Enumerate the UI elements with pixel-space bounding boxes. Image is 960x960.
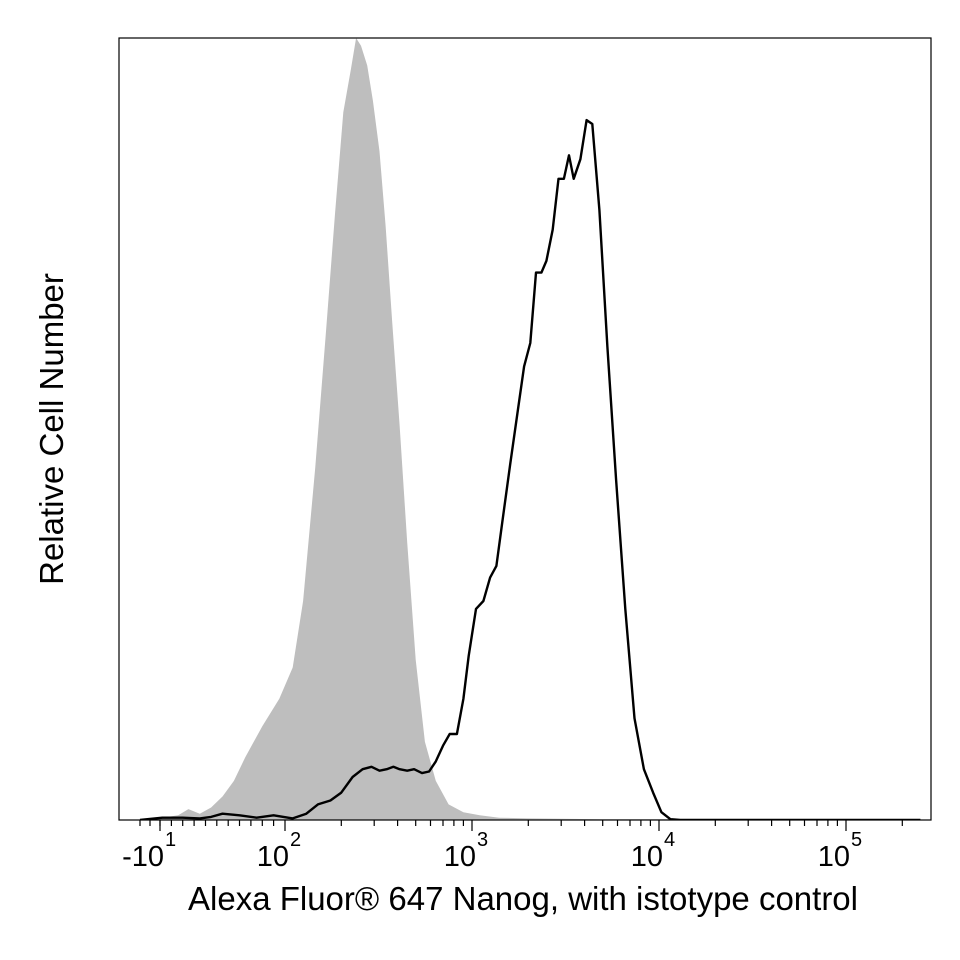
- x-tick-label-exponent: 3: [477, 829, 488, 851]
- x-tick-label: -101: [122, 829, 176, 873]
- x-tick-label-exponent: 1: [165, 829, 176, 851]
- plot-frame: [118, 37, 932, 821]
- x-tick-label: 102: [257, 829, 301, 873]
- x-tick-label-base: 10: [257, 841, 289, 873]
- x-tick-label: 104: [631, 829, 675, 873]
- x-tick-label-base: 10: [631, 841, 663, 873]
- isotype-control-histogram-area: [140, 38, 921, 820]
- x-tick-label: 103: [444, 829, 488, 873]
- x-tick-label-exponent: 5: [851, 829, 862, 851]
- x-tick-label-base: 10: [818, 841, 850, 873]
- x-axis-label: Alexa Fluor® 647 Nanog, with istotype co…: [188, 880, 858, 917]
- x-tick-label-base: -10: [122, 841, 164, 873]
- x-tick-label: 105: [818, 829, 862, 873]
- series-layer: [139, 38, 921, 820]
- x-tick-label-base: 10: [444, 841, 476, 873]
- y-axis-label: Relative Cell Number: [33, 273, 70, 585]
- x-tick-label-exponent: 4: [664, 829, 675, 851]
- x-axis-ticks: [139, 820, 903, 831]
- x-tick-label-exponent: 2: [290, 829, 301, 851]
- nanog-histogram-line: [139, 118, 921, 820]
